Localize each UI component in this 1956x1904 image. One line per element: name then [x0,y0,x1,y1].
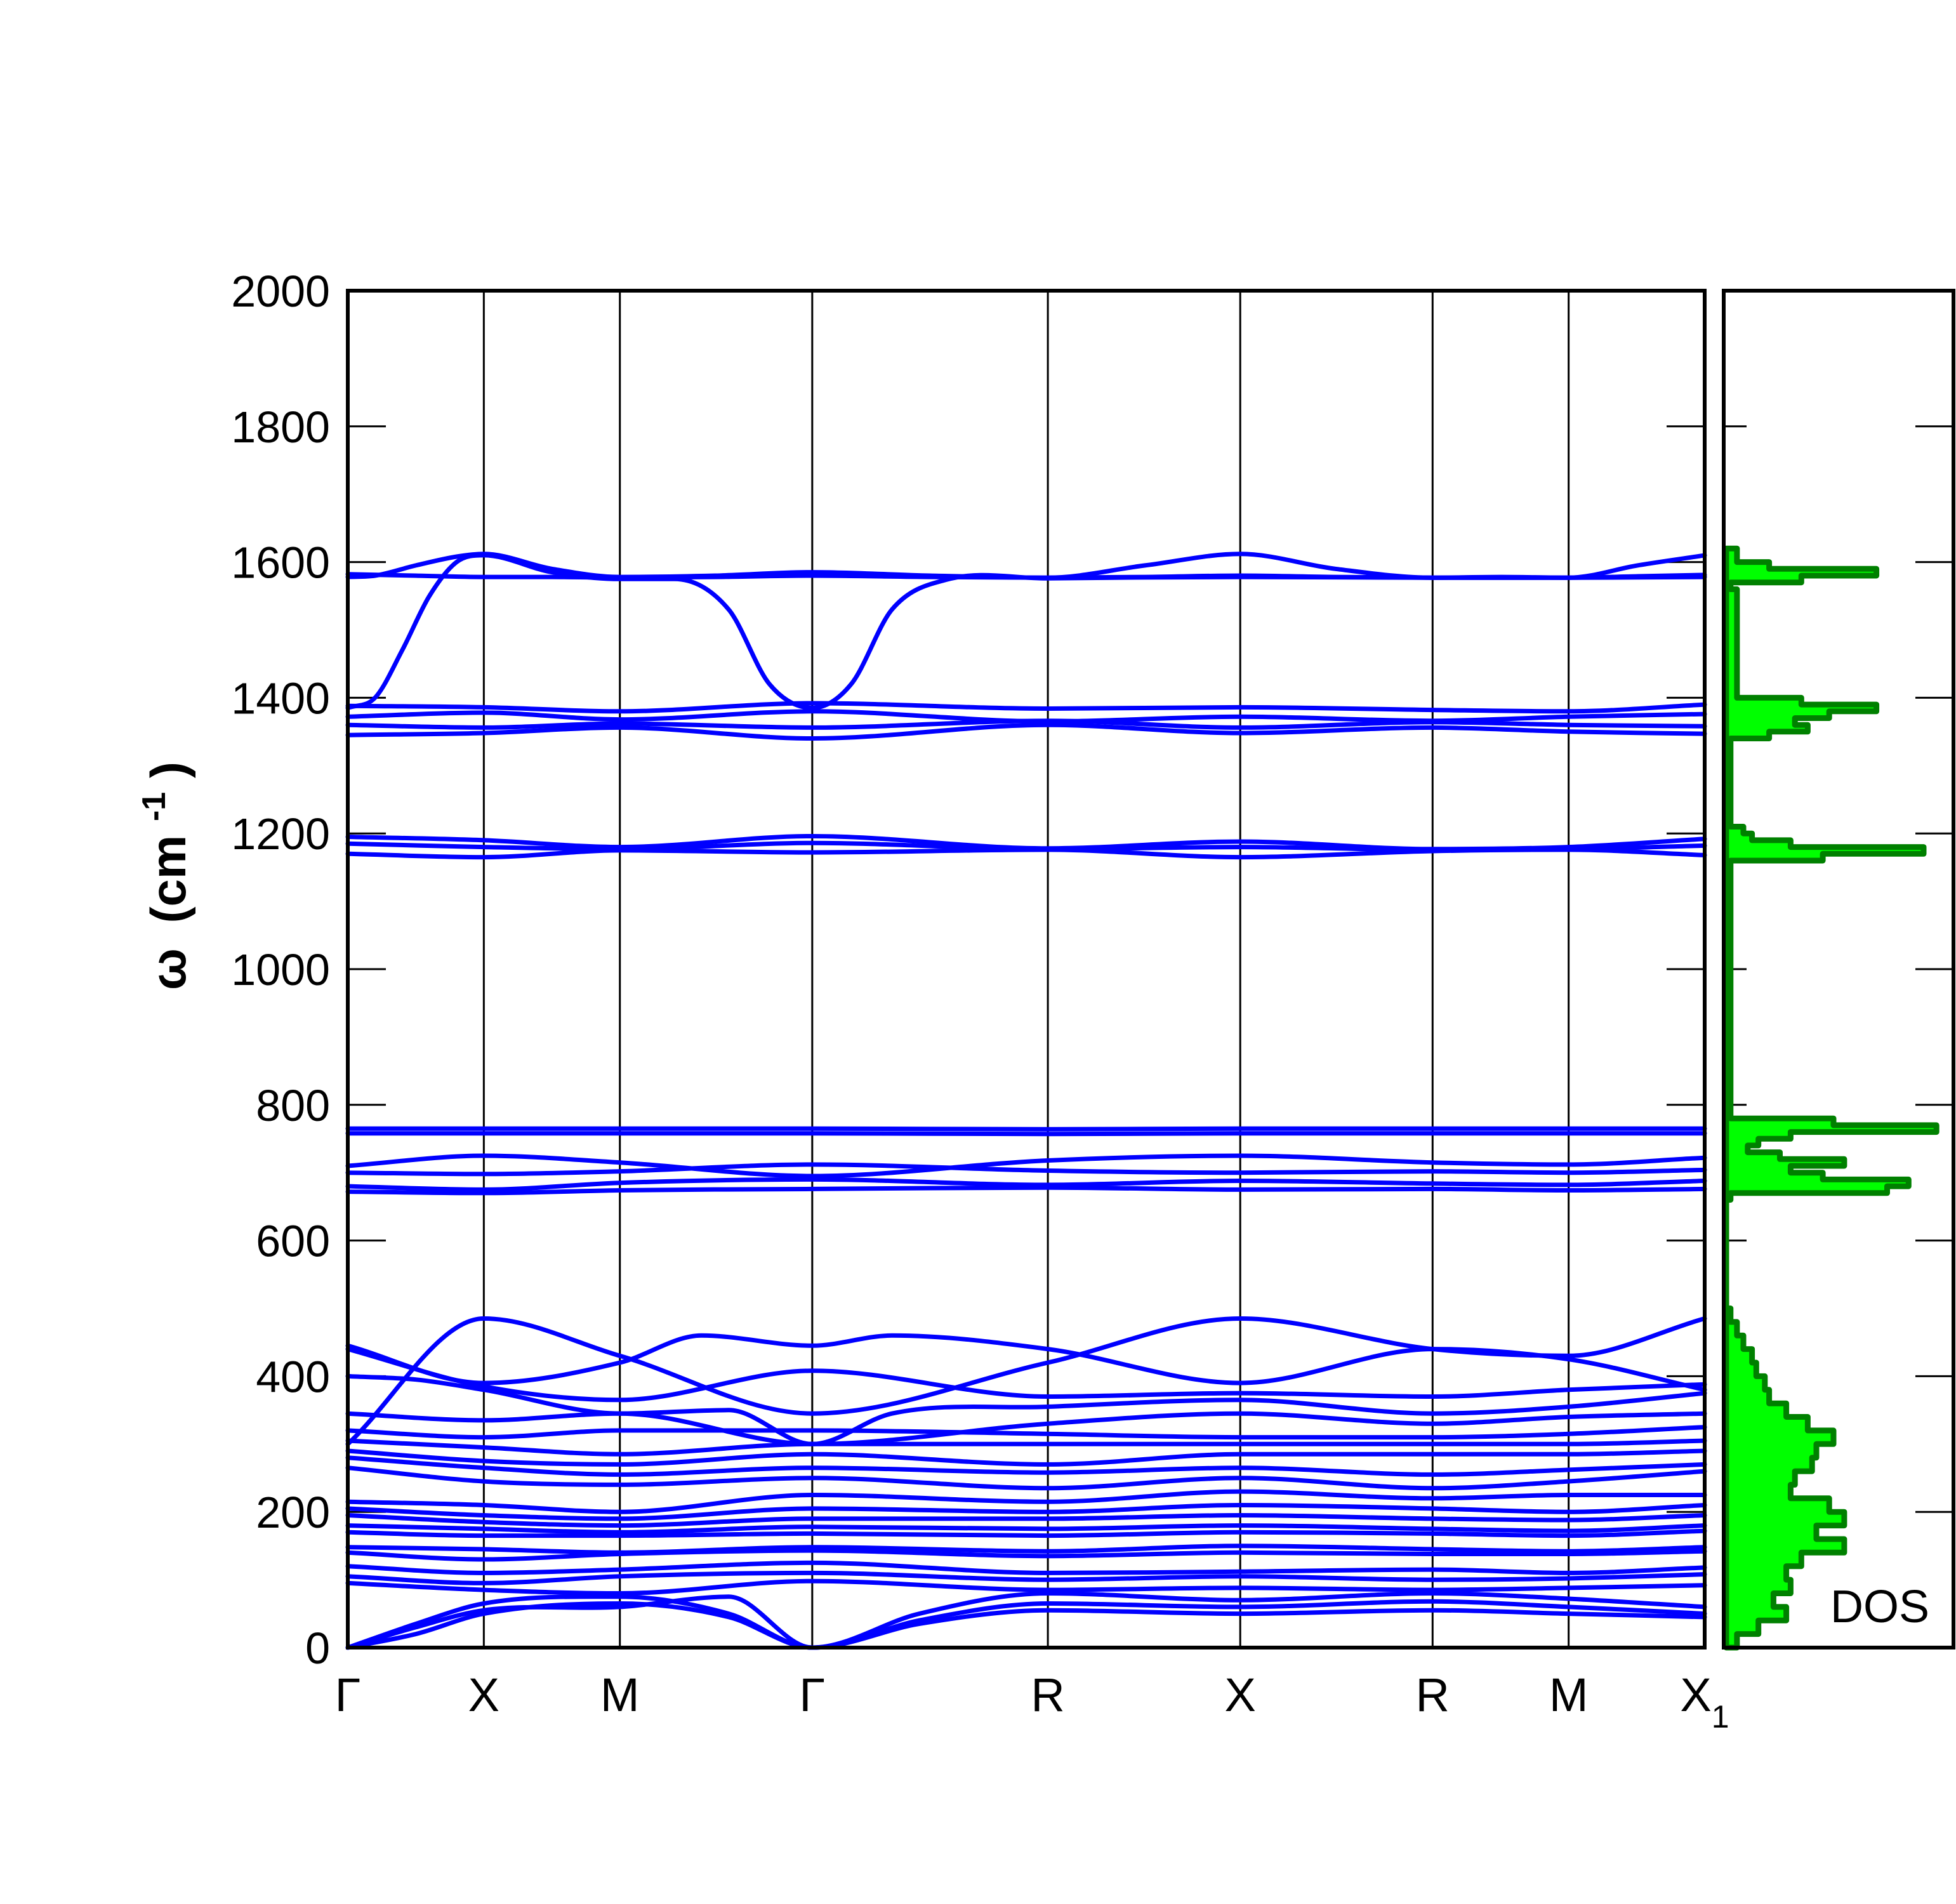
x-tick-label: X [468,1669,499,1721]
band-branch [345,1465,1707,1491]
band-y-tick-labels: 0 200 400 600 800 1000 1200 1400 1600 1800 2000 [231,267,330,1673]
y-tick-label: 1400 [231,673,330,723]
band-branch [345,1601,1707,1650]
high-symmetry-lines [482,291,1570,1648]
y-axis-label: ω (cm -1 ) [120,762,196,990]
y-tick-label: 0 [305,1623,330,1673]
dos-curve [1723,545,1939,1651]
band-branch [345,1438,1707,1457]
x-tick-label: M [1549,1669,1589,1721]
y-tick-label: 600 [256,1217,330,1266]
dos-panel: DOS [1722,289,1955,1651]
band-branch [345,553,1707,710]
band-panel-frame [346,289,1707,1649]
x-tick-label: R [1416,1669,1450,1721]
dos-label: DOS [1830,1582,1929,1632]
y-tick-label: 800 [256,1081,330,1130]
band-branch [345,1591,1707,1650]
band-branch [345,1347,1707,1403]
band-branch [345,1126,1707,1132]
band-panel: 0 200 400 600 800 1000 1200 1400 1600 1800 2000 Γ X… [231,267,1729,1735]
band-branch [345,1153,1707,1179]
band-branch [345,1489,1707,1514]
band-branch [345,1513,1707,1528]
band-branch [345,847,1707,860]
band-branch [345,1523,1707,1535]
y-axis-label-close: ) [140,762,196,778]
y-tick-label: 400 [256,1352,330,1401]
band-branch [345,1316,1707,1446]
y-axis-label-exponent: -1 [136,792,173,821]
band-branch [345,1177,1707,1192]
y-tick-label: 2000 [231,267,330,316]
y-tick-label: 1600 [231,538,330,588]
y-tick-label: 1200 [231,809,330,859]
band-branch [345,1333,1707,1392]
dos-panel-frame [1722,289,1955,1649]
y-axis-label-unit: (cm [140,835,196,923]
band-branch [345,1544,1707,1555]
x-tick-label: X1 [1680,1669,1729,1735]
x-tick-label: M [600,1669,640,1721]
band-branch [345,1548,1707,1562]
y-tick-label: 1000 [231,945,330,995]
band-branch [345,1560,1707,1575]
band-branch [345,1455,1707,1477]
band-curves [345,552,1707,1650]
band-branch [345,1503,1707,1521]
x-tick-label: Γ [799,1669,825,1721]
band-branch [345,1425,1707,1440]
x-tick-label: X [1225,1669,1256,1721]
band-branch [345,1578,1707,1596]
band-branch [345,722,1707,741]
band-branch [345,1570,1707,1585]
y-axis-label-symbol: ω [140,948,196,990]
y-tick-label: 200 [256,1488,330,1537]
band-branch [345,1373,1707,1446]
band-branch [345,1528,1707,1538]
x-tick-label: R [1031,1669,1064,1721]
band-branch [345,701,1707,714]
y-tick-label: 1800 [231,402,330,452]
band-branch [345,1185,1707,1196]
band-branch [345,718,1707,730]
band-branch [345,1162,1707,1177]
x-tick-label: Γ [335,1669,361,1721]
band-branch [345,1411,1707,1446]
band-branch [345,1448,1707,1467]
band-x-tick-labels: Γ X M Γ R X R M X1 [335,1669,1729,1735]
